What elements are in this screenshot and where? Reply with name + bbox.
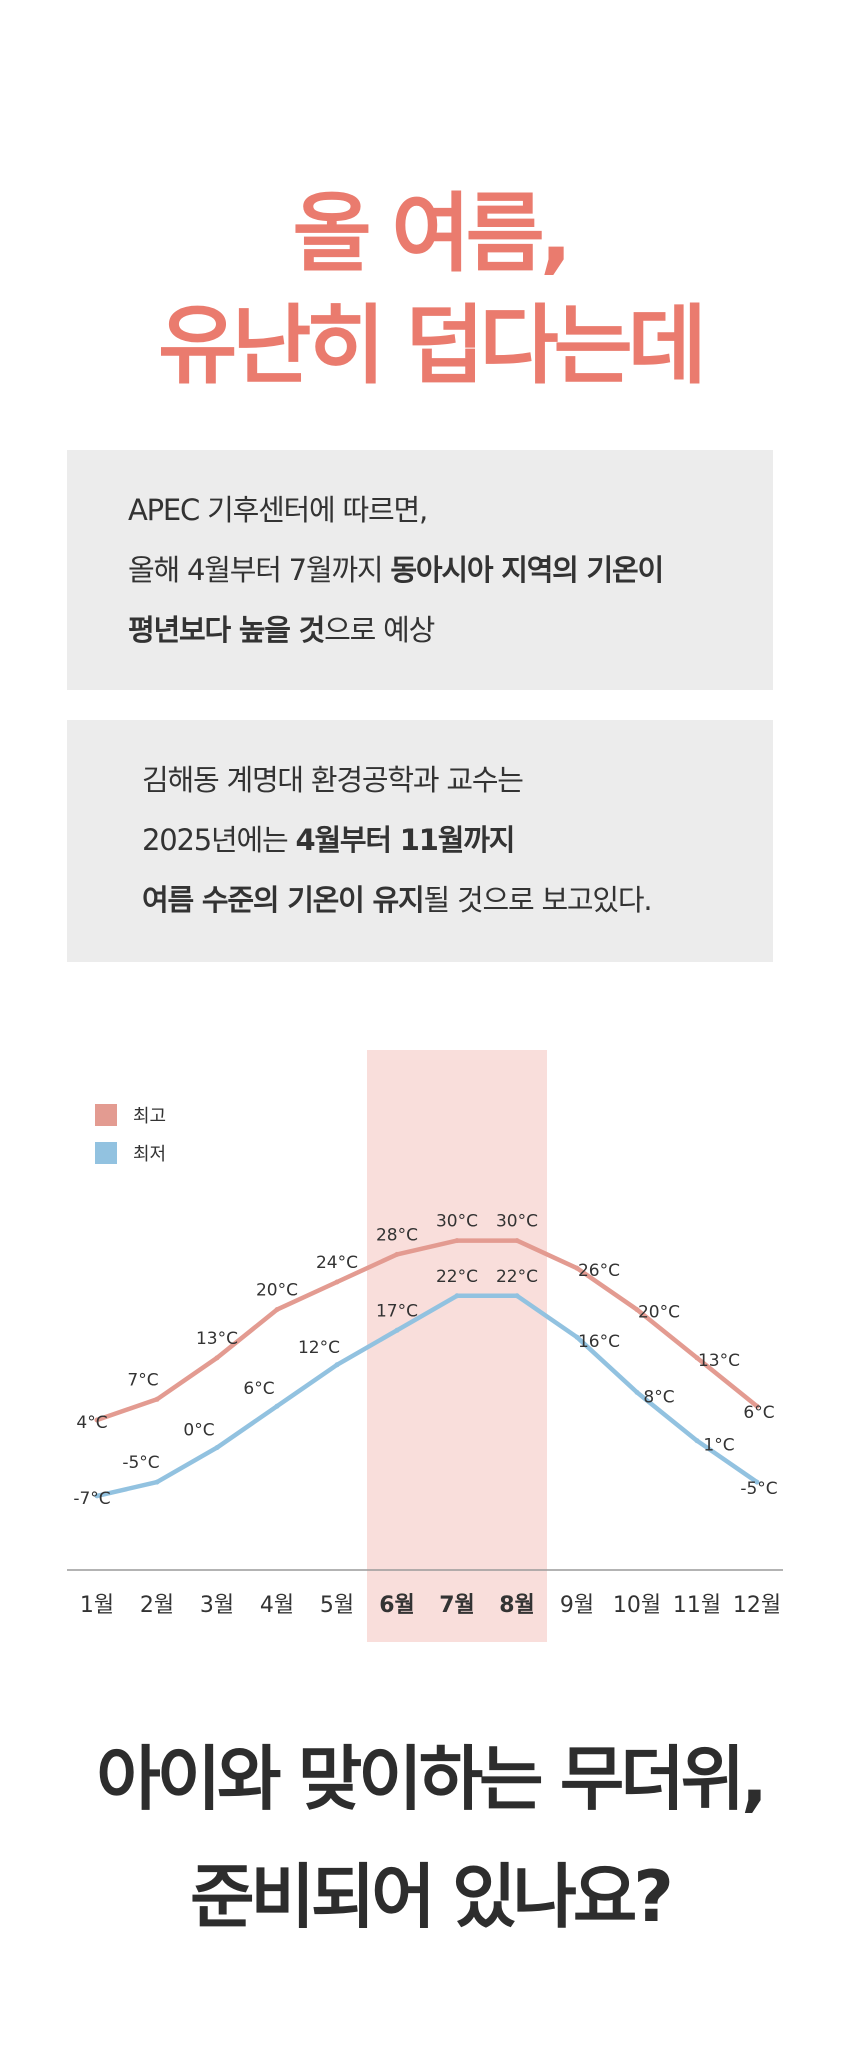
low-temp-data-label: 22°C xyxy=(496,1267,538,1287)
low-temp-data-label: -5°C xyxy=(122,1453,159,1473)
high-temp-data-label: 20°C xyxy=(256,1281,298,1301)
high-temp-data-label: 13°C xyxy=(698,1351,740,1371)
high-temp-point xyxy=(394,1251,400,1257)
low-temp-legend-label: 최저 xyxy=(133,1144,166,1165)
low-temp-point xyxy=(634,1389,640,1395)
low-temp-data-label: 0°C xyxy=(183,1421,214,1441)
high-temp-point xyxy=(634,1307,640,1313)
high-temp-data-label: 30°C xyxy=(436,1212,478,1232)
low-temp-point xyxy=(334,1362,340,1368)
high-temp-series-line xyxy=(94,1238,760,1423)
info-text-bold: 동아시아 지역의 기온이 xyxy=(390,553,664,587)
high-temp-point xyxy=(154,1396,160,1402)
info-box-professor-line-3: 여름 수준의 기온이 유지될 것으로 보고있다. xyxy=(142,870,653,930)
summer-highlight-band xyxy=(367,1050,547,1642)
high-temp-data-label: 24°C xyxy=(316,1253,358,1273)
info-box-apec-line-3: 평년보다 높을 것으로 예상 xyxy=(128,600,663,660)
info-text: 2025년에는 xyxy=(142,823,296,857)
high-temp-point xyxy=(694,1355,700,1361)
high-temp-data-label: 4°C xyxy=(76,1413,107,1433)
high-temp-data-label: 6°C xyxy=(743,1403,774,1423)
low-temp-point xyxy=(94,1493,100,1499)
high-temp-data-label: 30°C xyxy=(496,1212,538,1232)
x-tick-label: 9월 xyxy=(560,1593,594,1618)
x-tick-label: 11월 xyxy=(673,1593,721,1618)
info-box-professor-line-1: 김해동 계명대 환경공학과 교수는 xyxy=(142,763,524,797)
info-box-apec: APEC 기후센터에 따르면, 올해 4월부터 7월까지 동아시아 지역의 기온… xyxy=(67,450,773,690)
high-temp-data-label: 28°C xyxy=(376,1225,418,1245)
low-temp-point xyxy=(574,1334,580,1340)
x-tick-label: 3월 xyxy=(200,1593,234,1618)
high-temp-data-label: 20°C xyxy=(638,1303,680,1323)
low-temp-point xyxy=(214,1445,220,1451)
info-text: 될 것으로 보고있다. xyxy=(423,883,653,917)
low-temp-point xyxy=(394,1327,400,1333)
info-text-bold: 평년보다 높을 것 xyxy=(128,613,325,647)
high-temp-point xyxy=(334,1279,340,1285)
low-temp-point xyxy=(514,1293,520,1299)
low-temp-point xyxy=(754,1479,760,1485)
headline: 올 여름, 유난히 덥다는데 xyxy=(0,178,860,402)
low-temp-data-label: 12°C xyxy=(298,1338,340,1358)
low-temp-data-label: 8°C xyxy=(643,1387,674,1407)
low-temp-data-label: -7°C xyxy=(73,1489,110,1509)
x-tick-label: 4월 xyxy=(260,1593,294,1618)
low-temp-point xyxy=(154,1479,160,1485)
high-temp-data-label: 13°C xyxy=(196,1329,238,1349)
high-temp-point xyxy=(274,1307,280,1313)
info-box-professor: 김해동 계명대 환경공학과 교수는 2025년에는 4월부터 11월까지 여름 … xyxy=(67,720,773,962)
high-temp-legend-label: 최고 xyxy=(133,1106,166,1127)
x-tick-label: 1월 xyxy=(80,1593,114,1618)
info-text: 올해 4월부터 7월까지 xyxy=(128,553,391,587)
high-temp-data-label: 26°C xyxy=(578,1261,620,1281)
low-temp-data-label: 16°C xyxy=(578,1332,620,1352)
low-temp-point xyxy=(274,1403,280,1409)
low-temp-data-label: 22°C xyxy=(436,1267,478,1287)
low-temp-data-label: 17°C xyxy=(376,1301,418,1321)
low-temp-data-label: 6°C xyxy=(243,1379,274,1399)
info-text: 으로 예상 xyxy=(324,613,435,647)
info-text-bold: 4월부터 11월까지 xyxy=(295,823,515,857)
closing-line-2: 준비되어 있나요? xyxy=(190,1856,674,1938)
high-temp-point xyxy=(514,1238,520,1244)
high-temp-point xyxy=(454,1238,460,1244)
headline-line-2: 유난히 덥다는데 xyxy=(158,296,707,396)
x-tick-label: 2월 xyxy=(140,1593,174,1618)
high-temp-point xyxy=(574,1265,580,1271)
x-tick-label: 12월 xyxy=(733,1593,781,1618)
info-box-professor-line-2: 2025년에는 4월부터 11월까지 xyxy=(142,810,651,870)
low-temp-data-label: -5°C xyxy=(740,1479,777,1499)
low-temp-series-line xyxy=(94,1293,760,1499)
low-temp-legend-swatch xyxy=(95,1142,117,1164)
x-tick-label: 6월 xyxy=(379,1593,415,1618)
high-temp-point xyxy=(214,1355,220,1361)
info-text-bold: 여름 수준의 기온이 유지 xyxy=(142,883,425,917)
low-temp-data-label: 1°C xyxy=(703,1436,734,1456)
x-tick-label: 5월 xyxy=(320,1593,354,1618)
high-temp-point xyxy=(94,1417,100,1423)
temperature-line-chart: 4°C 7°C 13°C 20°C 24°C 28°C 30°C 30°C 26°C 20°C 13… xyxy=(67,1050,783,1642)
high-temp-point xyxy=(754,1403,760,1409)
x-tick-label: 10월 xyxy=(613,1593,661,1618)
high-temp-data-label: 7°C xyxy=(127,1370,158,1390)
high-temp-legend-swatch xyxy=(95,1104,117,1126)
info-box-apec-line-1: APEC 기후센터에 따르면, xyxy=(128,493,428,527)
x-tick-label: 8월 xyxy=(499,1593,535,1618)
info-box-apec-line-2: 올해 4월부터 7월까지 동아시아 지역의 기온이 xyxy=(128,540,664,600)
x-tick-label: 7월 xyxy=(439,1593,475,1618)
closing-line-1: 아이와 맞이하는 무더위, xyxy=(96,1738,767,1820)
low-temp-point xyxy=(454,1293,460,1299)
headline-line-1: 올 여름, xyxy=(292,184,573,284)
closing-text: 아이와 맞이하는 무더위, 준비되어 있나요? xyxy=(0,1720,860,1956)
low-temp-point xyxy=(694,1438,700,1444)
